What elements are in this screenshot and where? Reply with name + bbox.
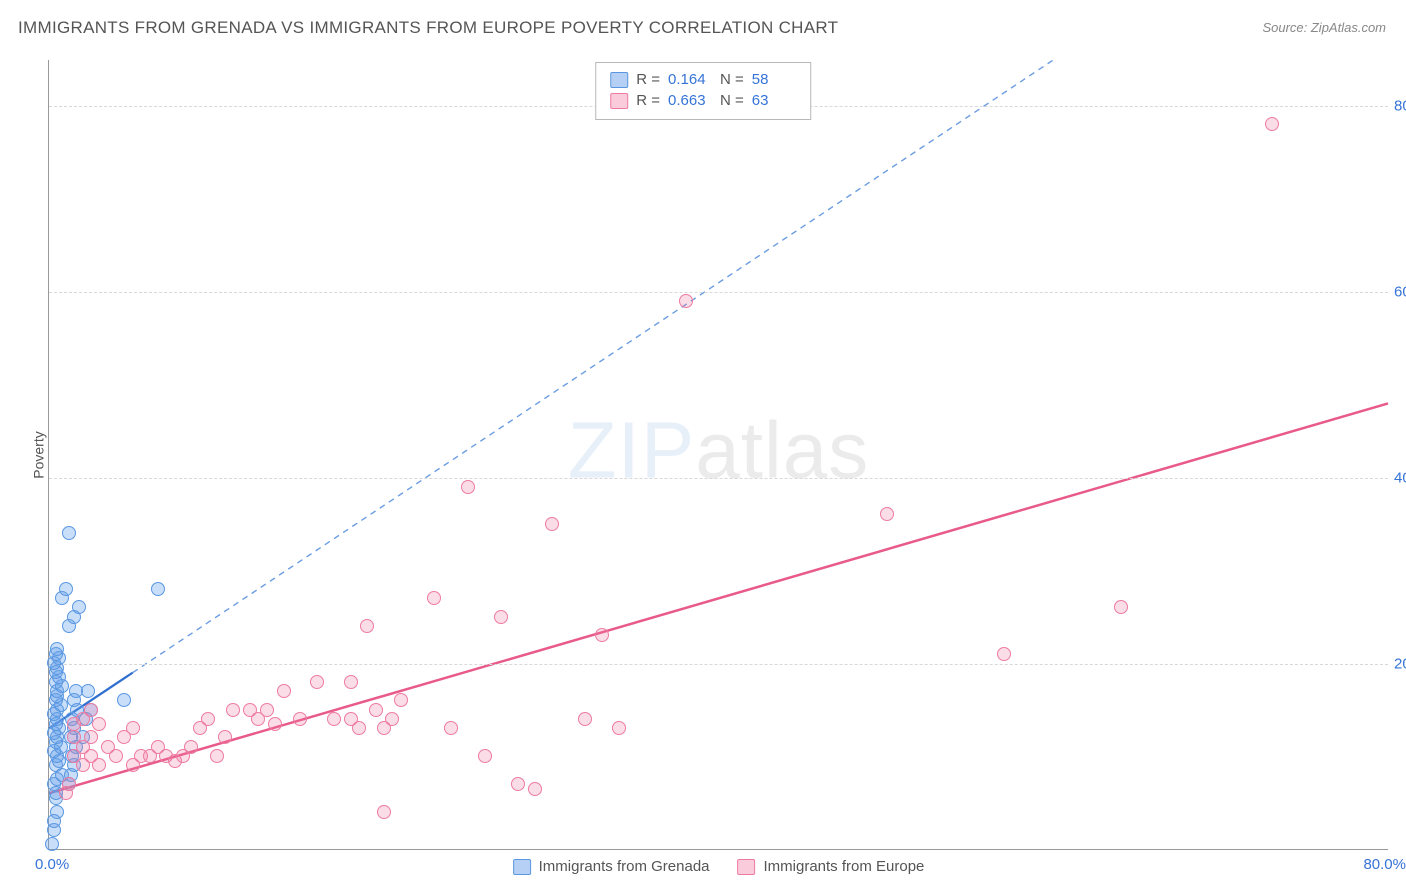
- data-point-europe: [369, 703, 383, 717]
- data-point-grenada: [72, 600, 86, 614]
- source-attribution: Source: ZipAtlas.com: [1262, 20, 1386, 35]
- stats-n-label-2: N =: [720, 92, 744, 109]
- data-point-europe: [352, 721, 366, 735]
- data-point-europe: [578, 712, 592, 726]
- data-point-grenada: [59, 582, 73, 596]
- y-axis-label: Poverty: [31, 431, 47, 478]
- data-point-europe: [218, 730, 232, 744]
- data-point-europe: [327, 712, 341, 726]
- watermark-part1: ZIP: [568, 405, 695, 494]
- data-point-europe: [545, 517, 559, 531]
- legend-stats-row-europe: R = 0.663 N = 63: [610, 90, 796, 111]
- data-point-grenada: [117, 693, 131, 707]
- stats-swatch-europe: [610, 93, 628, 109]
- y-axis-tick-label: 80.0%: [1394, 98, 1406, 115]
- data-point-europe: [184, 740, 198, 754]
- data-point-europe: [511, 777, 525, 791]
- stats-r-value-europe: 0.663: [668, 92, 712, 109]
- data-point-europe: [277, 684, 291, 698]
- watermark-part2: atlas: [695, 405, 869, 494]
- data-point-europe: [62, 777, 76, 791]
- legend-swatch-europe: [738, 859, 756, 875]
- grid-line-h: [49, 292, 1388, 293]
- data-point-europe: [997, 647, 1011, 661]
- data-point-europe: [268, 717, 282, 731]
- data-point-europe: [880, 507, 894, 521]
- x-axis-tick-start: 0.0%: [35, 856, 69, 873]
- data-point-europe: [394, 693, 408, 707]
- legend-swatch-grenada: [513, 859, 531, 875]
- data-point-europe: [385, 712, 399, 726]
- y-axis-tick-label: 40.0%: [1394, 470, 1406, 487]
- data-point-grenada: [62, 526, 76, 540]
- y-axis-tick-label: 60.0%: [1394, 284, 1406, 301]
- data-point-grenada: [151, 582, 165, 596]
- data-point-europe: [444, 721, 458, 735]
- stats-n-value-grenada: 58: [752, 71, 796, 88]
- data-point-europe: [260, 703, 274, 717]
- data-point-europe: [427, 591, 441, 605]
- legend-label-europe: Immigrants from Europe: [764, 858, 925, 875]
- data-point-europe: [84, 730, 98, 744]
- stats-r-label: R =: [636, 71, 660, 88]
- data-point-grenada: [47, 814, 61, 828]
- legend-bottom: Immigrants from Grenada Immigrants from …: [513, 858, 925, 875]
- data-point-europe: [109, 749, 123, 763]
- data-point-europe: [201, 712, 215, 726]
- stats-r-label-2: R =: [636, 92, 660, 109]
- data-point-europe: [612, 721, 626, 735]
- trend-line-dashed: [133, 60, 1054, 673]
- grid-line-h: [49, 664, 1388, 665]
- stats-n-label: N =: [720, 71, 744, 88]
- data-point-europe: [92, 717, 106, 731]
- data-point-europe: [1114, 600, 1128, 614]
- data-point-europe: [344, 675, 358, 689]
- data-point-europe: [528, 782, 542, 796]
- data-point-europe: [360, 619, 374, 633]
- watermark: ZIPatlas: [568, 404, 869, 496]
- legend-item-grenada: Immigrants from Grenada: [513, 858, 710, 875]
- data-point-europe: [293, 712, 307, 726]
- y-axis-tick-label: 20.0%: [1394, 656, 1406, 673]
- data-point-europe: [595, 628, 609, 642]
- data-point-grenada: [50, 642, 64, 656]
- data-point-grenada: [45, 837, 59, 851]
- data-point-europe: [84, 703, 98, 717]
- legend-stats-box: R = 0.164 N = 58 R = 0.663 N = 63: [595, 62, 811, 120]
- stats-r-value-grenada: 0.164: [668, 71, 712, 88]
- data-point-europe: [377, 805, 391, 819]
- stats-swatch-grenada: [610, 72, 628, 88]
- data-point-europe: [478, 749, 492, 763]
- data-point-europe: [210, 749, 224, 763]
- legend-stats-row-grenada: R = 0.164 N = 58: [610, 69, 796, 90]
- legend-label-grenada: Immigrants from Grenada: [539, 858, 710, 875]
- stats-n-value-europe: 63: [752, 92, 796, 109]
- data-point-europe: [1265, 117, 1279, 131]
- grid-line-h: [49, 478, 1388, 479]
- data-point-europe: [494, 610, 508, 624]
- plot-area: Poverty 0.0% 80.0% ZIPatlas Immigrants f…: [48, 60, 1388, 850]
- data-point-europe: [226, 703, 240, 717]
- legend-item-europe: Immigrants from Europe: [738, 858, 925, 875]
- chart-container: IMMIGRANTS FROM GRENADA VS IMMIGRANTS FR…: [0, 0, 1406, 892]
- data-point-europe: [310, 675, 324, 689]
- chart-title: IMMIGRANTS FROM GRENADA VS IMMIGRANTS FR…: [18, 18, 838, 38]
- data-point-europe: [92, 758, 106, 772]
- data-point-europe: [461, 480, 475, 494]
- trend-lines-layer: [49, 60, 1388, 849]
- data-point-grenada: [81, 684, 95, 698]
- trend-line-solid: [49, 403, 1388, 793]
- data-point-europe: [679, 294, 693, 308]
- x-axis-tick-end: 80.0%: [1363, 856, 1406, 873]
- data-point-europe: [126, 721, 140, 735]
